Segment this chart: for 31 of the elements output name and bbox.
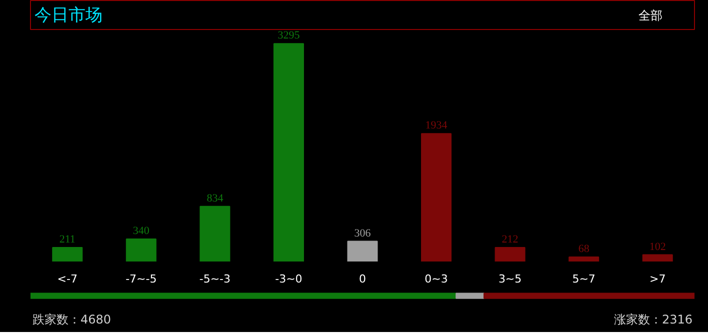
bar <box>200 206 230 262</box>
chart-title: 今日市场 <box>34 6 102 26</box>
x-tick-label: >7 <box>650 272 666 286</box>
bar <box>642 254 673 262</box>
data-label: 1934 <box>425 120 448 132</box>
text: 全部 <box>638 8 662 22</box>
text: 涨家数：2316 <box>614 312 693 326</box>
data-label: 102 <box>649 240 666 253</box>
data-label: 3295 <box>278 30 300 42</box>
x-tick-label: <-7 <box>57 272 78 286</box>
x-tick-label: -3~0 <box>275 272 302 286</box>
x-tick-label: 0~3 <box>424 272 448 286</box>
x-tick-label: 3~5 <box>498 272 522 286</box>
x-tick-label: 0 <box>359 272 366 286</box>
data-label: 68 <box>578 243 590 256</box>
x-tick-label: 5~7 <box>572 272 596 286</box>
bar <box>126 238 156 262</box>
bar <box>347 240 378 262</box>
data-label: 211 <box>59 234 76 246</box>
x-tick-label: -5~-3 <box>199 272 231 286</box>
bar <box>421 133 452 262</box>
data-label: 834 <box>206 192 224 204</box>
data-label: 306 <box>354 227 372 240</box>
text: 跌家数：4680 <box>32 312 112 326</box>
bar <box>568 256 600 262</box>
bar <box>273 43 304 262</box>
data-label: 212 <box>502 233 518 246</box>
bar <box>494 246 526 262</box>
data-label: 340 <box>132 225 150 238</box>
x-tick-label: -7~-5 <box>126 272 157 286</box>
bar <box>52 247 83 262</box>
